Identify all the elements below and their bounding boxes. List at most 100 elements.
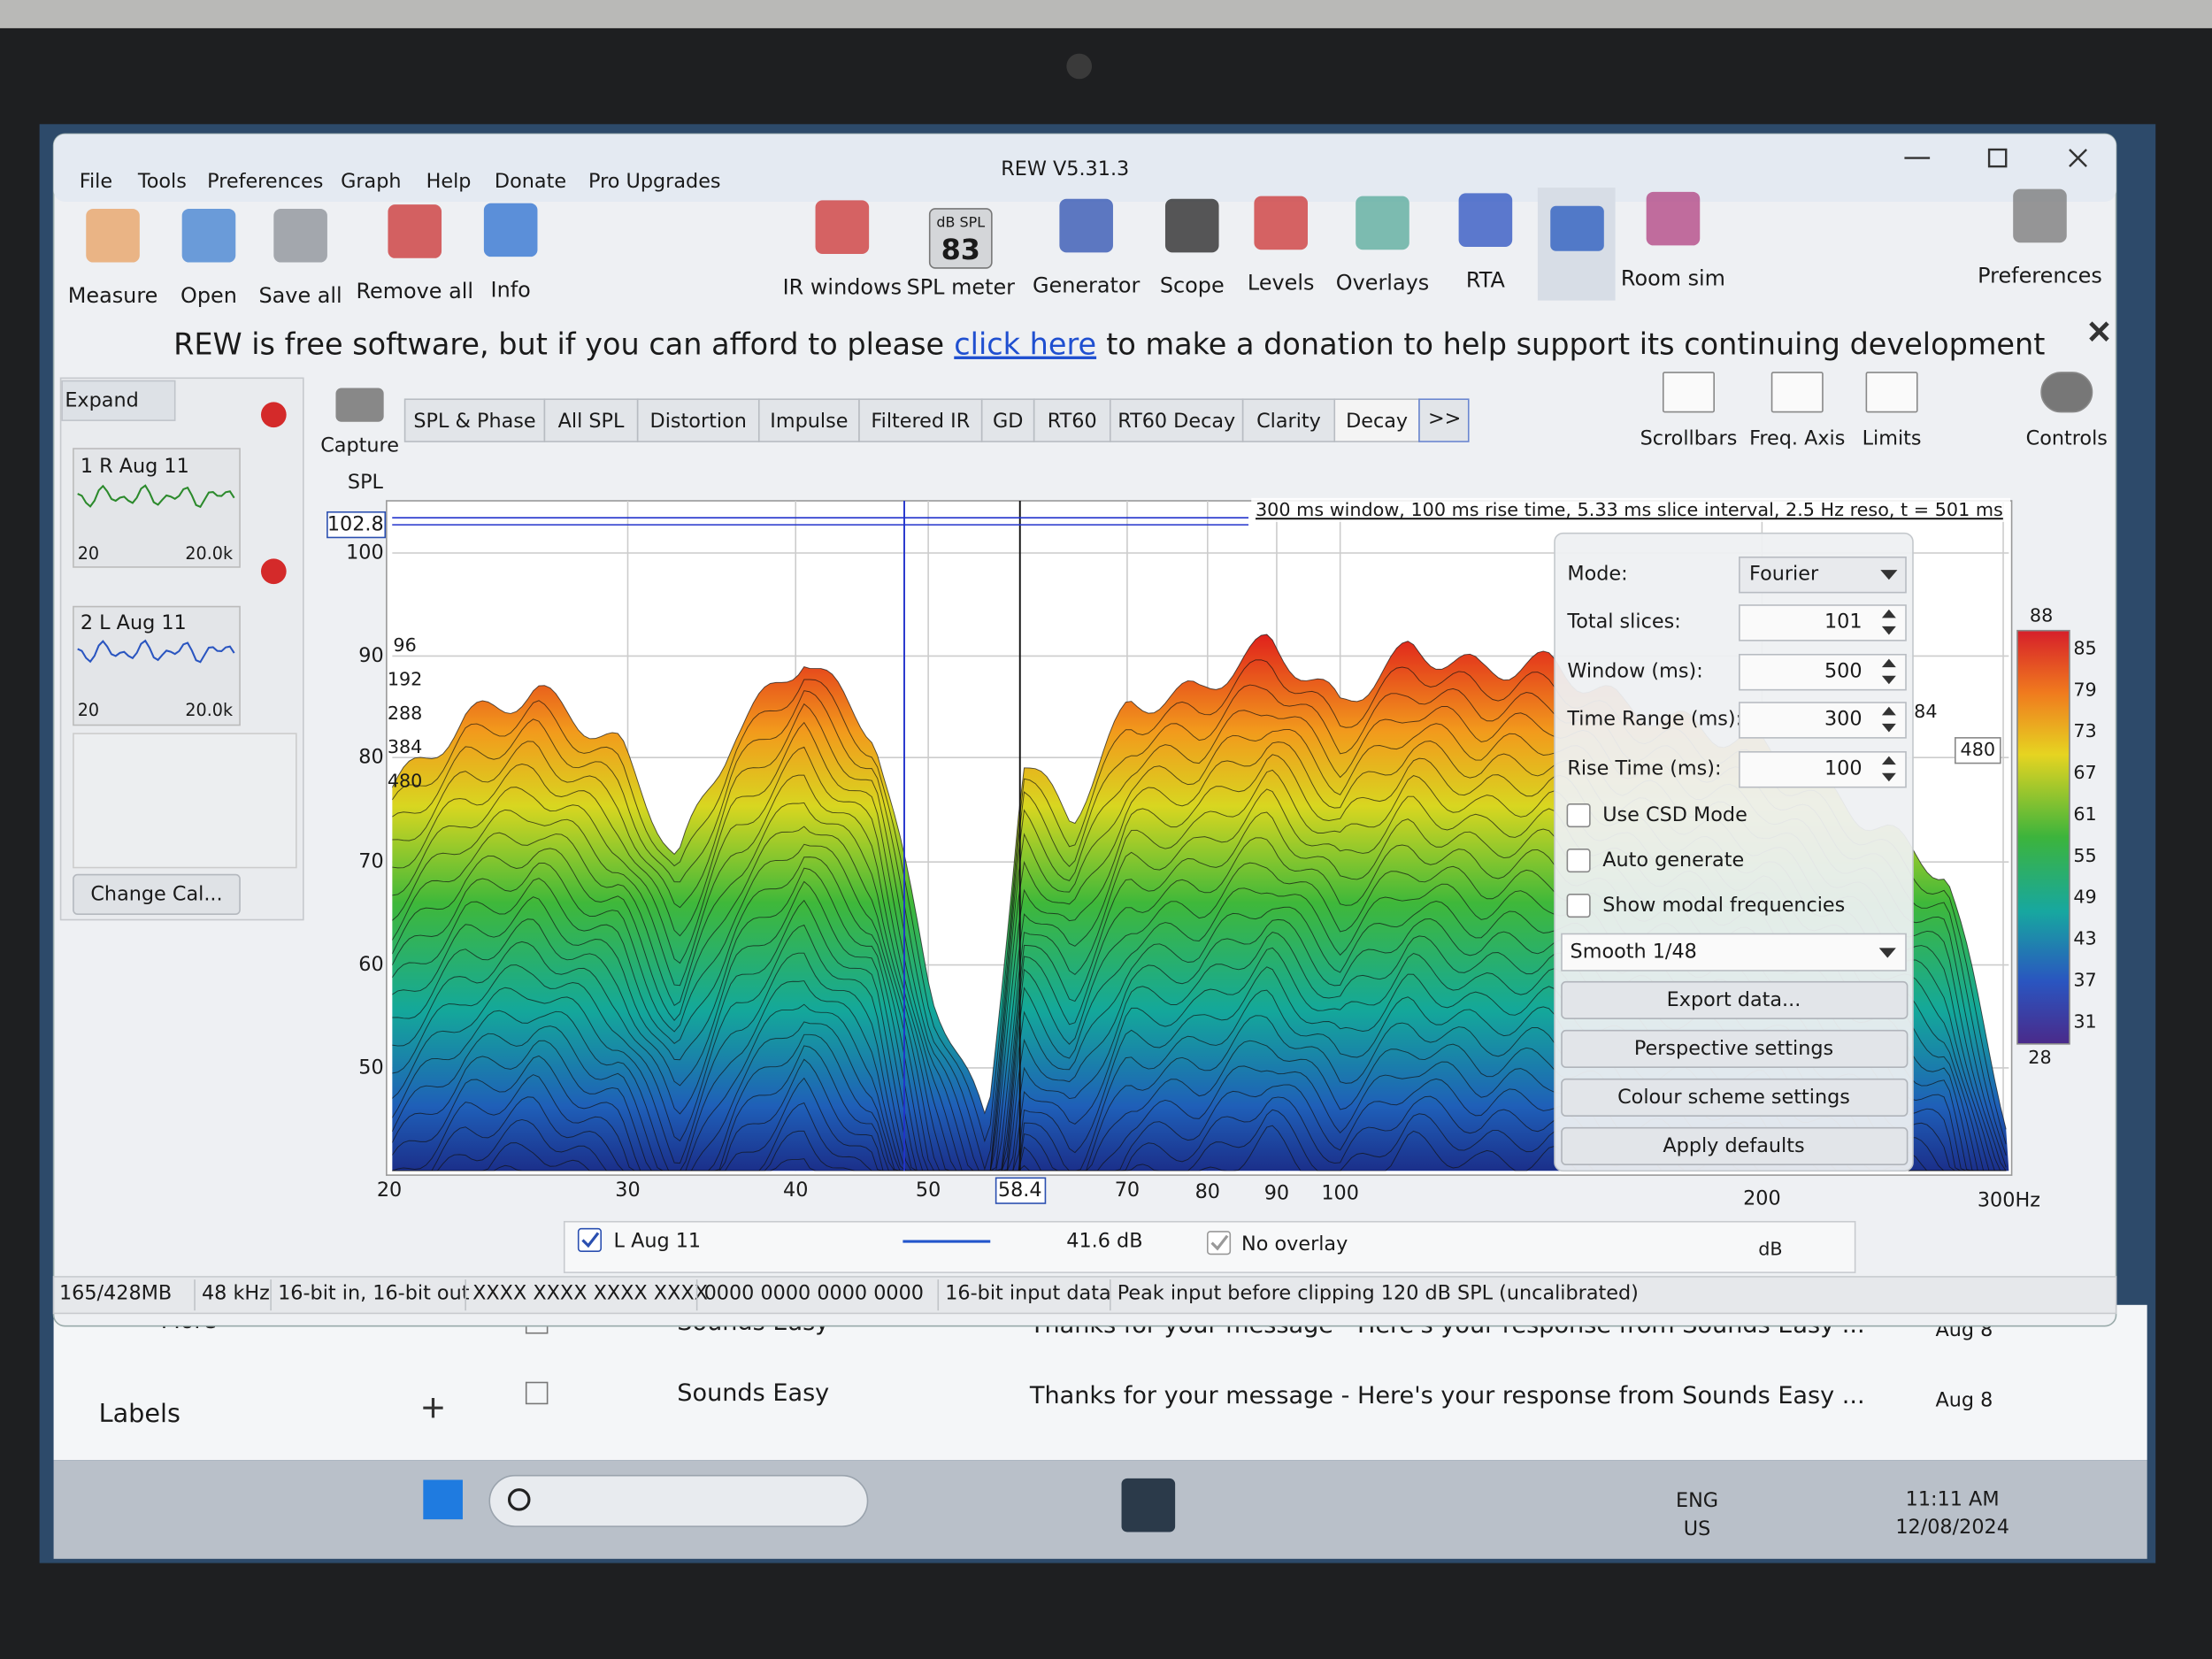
panel-button-label: Export data... [1667, 988, 1801, 1011]
field-box[interactable] [1739, 702, 1907, 739]
menu-item[interactable]: Graph [341, 170, 401, 193]
add-label[interactable] [423, 1398, 443, 1418]
status-item: 48 kHz [202, 1282, 270, 1305]
y-cursor-box [326, 511, 387, 539]
search-box[interactable] [488, 1474, 869, 1527]
panel-button[interactable] [1561, 980, 1909, 1019]
tool-label[interactable]: Remove all [356, 279, 473, 303]
banner-close[interactable] [2089, 321, 2109, 342]
tool-icon [1164, 198, 1219, 253]
tool-label[interactable]: Open [180, 283, 237, 308]
tool-label[interactable]: Room sim [1621, 266, 1725, 291]
tool-label[interactable]: Levels [1248, 270, 1315, 295]
remove-1[interactable] [260, 402, 287, 428]
graph-tool-label[interactable]: Freq. Axis [1749, 426, 1845, 449]
x-tick-label: 30 [615, 1179, 640, 1202]
colour-tick: 85 [2073, 637, 2096, 658]
thumb-1[interactable] [73, 448, 241, 568]
graph-tool-label[interactable]: Limits [1863, 426, 1922, 449]
tab-label: All SPL [558, 410, 625, 433]
tab[interactable] [1333, 398, 1420, 442]
field-box[interactable] [1739, 653, 1907, 691]
thumb-max: 20.0k [185, 543, 234, 564]
colour-bar [2016, 629, 2070, 1045]
tool-label[interactable]: Info [491, 277, 531, 302]
menu-item[interactable]: File [80, 170, 112, 193]
field-box[interactable] [1739, 604, 1907, 641]
menu-item[interactable]: Donate [495, 170, 566, 193]
tab[interactable] [403, 398, 546, 442]
tab[interactable] [543, 398, 639, 442]
close[interactable] [2069, 149, 2087, 167]
tool-label[interactable]: Overlays [1336, 270, 1429, 295]
email-checkbox [525, 1381, 549, 1405]
tab[interactable] [1241, 398, 1336, 442]
language: ENG [1676, 1489, 1718, 1512]
time-tick-label: 480 [388, 770, 423, 791]
tool-label[interactable]: IR windows [783, 274, 902, 299]
legend-unit: dB [1758, 1239, 1782, 1260]
graph-tool-label[interactable]: Scrollbars [1640, 426, 1738, 449]
graph-tool-label[interactable]: Controls [2026, 426, 2108, 449]
tool-icon [273, 208, 327, 263]
checkbox[interactable] [1566, 803, 1591, 828]
x-tick-label: 300Hz [1978, 1188, 2040, 1211]
tab[interactable] [1033, 398, 1111, 442]
tool-icon [388, 204, 442, 258]
tab-label: GD [993, 410, 1023, 433]
tool-label[interactable]: Preferences [1978, 264, 2102, 288]
tool-label[interactable]: Generator [1033, 273, 1141, 298]
donation-link[interactable]: click here [954, 326, 1096, 361]
tool-icon [483, 203, 538, 257]
graph-tool-icon [1865, 372, 1918, 413]
change-cal-button[interactable] [73, 873, 241, 915]
y-axis-label: SPL [348, 471, 384, 494]
tool-label[interactable]: RTA [1466, 267, 1506, 292]
field-value: 101 [1824, 611, 1863, 634]
remove-2[interactable] [260, 558, 287, 585]
tool-label[interactable]: SPL meter [907, 274, 1016, 299]
measurement-name: 1 R Aug 11 [81, 455, 189, 478]
time-tick-label: 288 [388, 703, 423, 724]
menu-item[interactable]: Help [426, 170, 472, 193]
legend-checkbox[interactable] [577, 1227, 603, 1253]
status-item: 16-bit in, 16-bit out [278, 1282, 470, 1305]
empty-slot [73, 733, 297, 869]
panel-button[interactable] [1561, 1078, 1909, 1117]
tool-label[interactable]: Measure [68, 283, 158, 308]
tab[interactable] [1109, 398, 1244, 442]
menu-item[interactable]: Tools [137, 170, 187, 193]
tab-label: Decay [1346, 410, 1408, 433]
tool-icon [2013, 188, 2067, 243]
tab[interactable] [636, 398, 760, 442]
panel-button[interactable] [1561, 1029, 1909, 1068]
labels-heading: Labels [99, 1398, 180, 1428]
checkbox[interactable] [1566, 894, 1591, 918]
thumb-2[interactable] [73, 605, 241, 726]
smoothing-select[interactable] [1561, 933, 1907, 972]
field-box[interactable] [1739, 556, 1907, 594]
colour-tick: 88 [2030, 605, 2053, 626]
field-value: Fourier [1749, 562, 1819, 585]
maximize[interactable] [1987, 148, 2008, 168]
start-button[interactable] [423, 1479, 463, 1520]
field-box[interactable] [1739, 751, 1907, 788]
colour-tick: 28 [2028, 1047, 2051, 1068]
x-tick-label: 80 [1195, 1180, 1220, 1203]
tool-label[interactable]: Scope [1160, 273, 1225, 298]
tool-label[interactable]: Save all [258, 283, 342, 308]
menu-item[interactable]: Preferences [207, 170, 323, 193]
panel-button-label: Apply defaults [1663, 1134, 1804, 1157]
checkbox[interactable] [1566, 849, 1591, 873]
status-item: XXXX XXXX XXXX XXXX [472, 1282, 708, 1305]
spl-icon [928, 208, 993, 269]
panel-button[interactable] [1561, 1126, 1909, 1165]
tab[interactable] [858, 398, 983, 442]
graph-tool-icon [1770, 372, 1824, 413]
overlay-checkbox[interactable] [1206, 1231, 1232, 1256]
tool-icon [1458, 193, 1513, 248]
expand-button[interactable] [61, 380, 176, 421]
rew-taskbar-icon[interactable] [1121, 1478, 1176, 1532]
tab-more[interactable] [1418, 398, 1470, 442]
menu-item[interactable]: Pro Upgrades [588, 170, 721, 193]
